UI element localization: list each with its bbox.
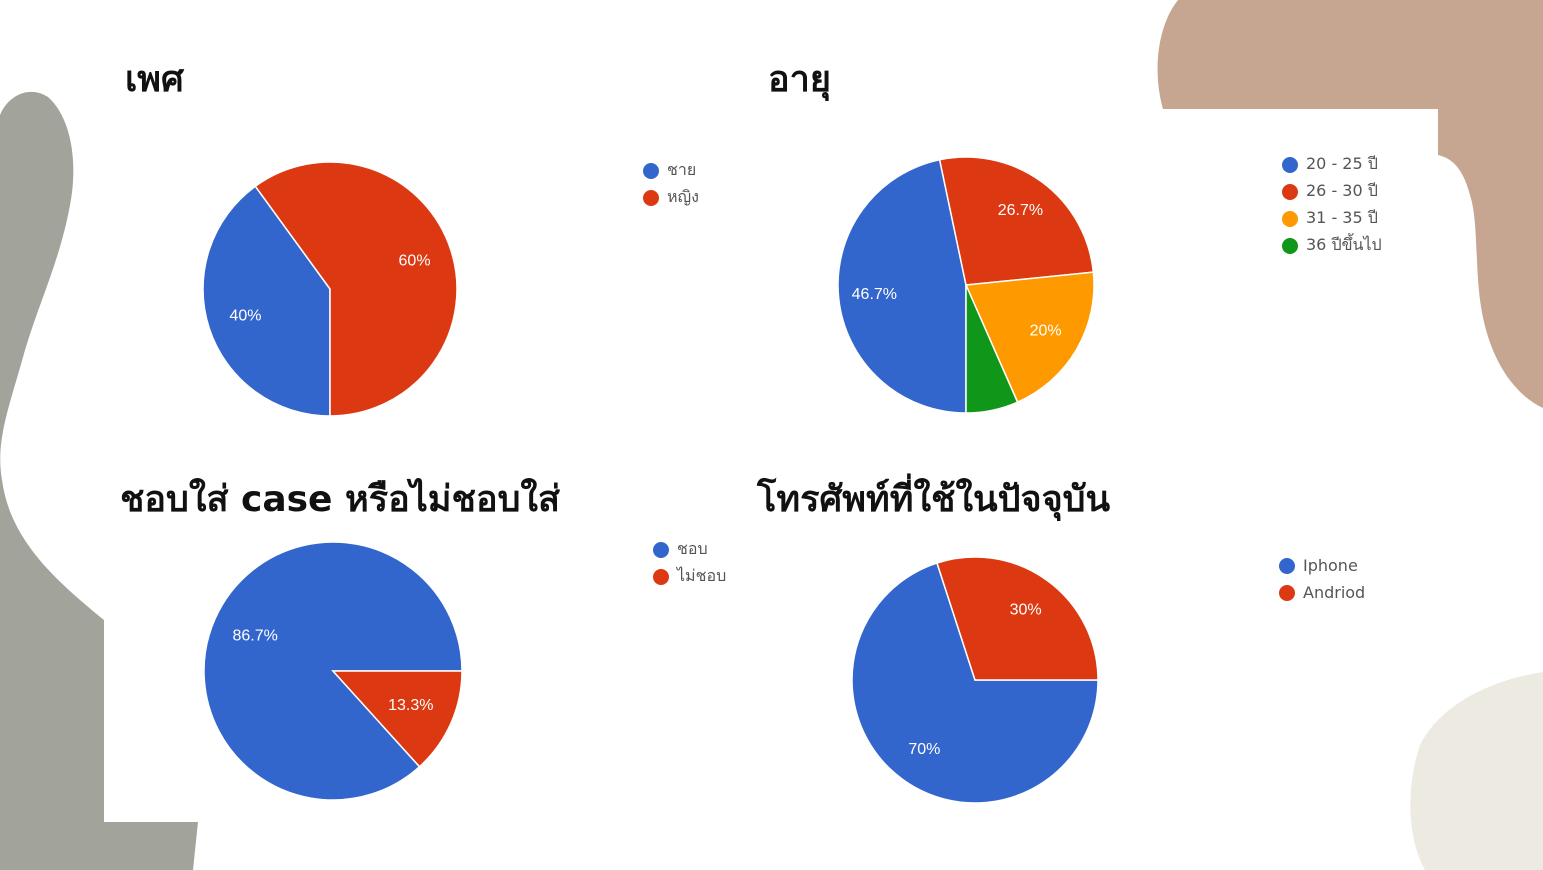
legend-label: 26 - 30 ปี bbox=[1306, 181, 1378, 200]
legend-item: ชอบ bbox=[653, 536, 726, 563]
legend-item: 20 - 25 ปี bbox=[1282, 151, 1382, 178]
pie-slice-31-35 bbox=[964, 271, 1095, 404]
chart-title-age: อายุ bbox=[768, 59, 831, 100]
legend-age: 20 - 25 ปี 26 - 30 ปี 31 - 35 ปี 36 ปีขึ้นไ… bbox=[1282, 151, 1382, 259]
pie-chart-age: 46.7% 26.7% 20% bbox=[837, 156, 1095, 414]
legend-item: Andriod bbox=[1279, 579, 1365, 606]
legend-current-phone: Iphone Andriod bbox=[1279, 552, 1365, 606]
legend-swatch-icon bbox=[653, 541, 669, 558]
slice-label-slice-0: 86.7% bbox=[232, 628, 277, 645]
legend-swatch-icon bbox=[1282, 183, 1298, 200]
pie-chart-gender: 40% 60% bbox=[202, 161, 458, 417]
legend-item: 31 - 35 ปี bbox=[1282, 205, 1382, 232]
legend-swatch-icon bbox=[643, 189, 659, 206]
slice-label-slice-1: 60% bbox=[399, 253, 431, 270]
pie-slice-36 bbox=[965, 284, 1019, 414]
legend-swatch-icon bbox=[1282, 210, 1298, 227]
pie-chart-case-preference: 86.7% 13.3% bbox=[203, 541, 463, 801]
legend-label: Andriod bbox=[1303, 583, 1366, 602]
legend-case-preference: ชอบไม่ชอบ bbox=[653, 536, 726, 590]
legend-label: หญิง bbox=[667, 187, 699, 206]
pie-slice-20-25 bbox=[837, 158, 967, 414]
chart-title-case-preference: ชอบใส่ case หรือไม่ชอบใส่ bbox=[120, 479, 560, 520]
slice-label-slice-1: 13.3% bbox=[388, 697, 433, 714]
slice-label-20-25: 46.7% bbox=[852, 286, 897, 303]
legend-item: หญิง bbox=[643, 184, 699, 211]
pie-slice-slice-1 bbox=[331, 670, 463, 768]
pie-slice-iphone bbox=[851, 562, 1099, 804]
legend-label: ชอบ bbox=[677, 539, 708, 558]
legend-label: Iphone bbox=[1303, 556, 1358, 575]
pie-slice-andriod bbox=[936, 556, 1099, 681]
legend-swatch-icon bbox=[1279, 557, 1295, 574]
slice-label-slice-0: 40% bbox=[229, 308, 261, 325]
pie-slice-26-30 bbox=[938, 156, 1095, 286]
legend-swatch-icon bbox=[653, 568, 669, 585]
legend-label: 36 ปีขึ้นไป bbox=[1306, 235, 1382, 254]
cream-blob-shape bbox=[1410, 672, 1543, 870]
legend-item: Iphone bbox=[1279, 552, 1365, 579]
legend-label: ชาย bbox=[667, 160, 697, 179]
pie-slice-slice-0 bbox=[202, 185, 331, 417]
legend-item: ไม่ชอบ bbox=[653, 563, 726, 590]
legend-swatch-icon bbox=[1282, 156, 1298, 173]
legend-swatch-icon bbox=[643, 162, 659, 179]
legend-label: 20 - 25 ปี bbox=[1306, 154, 1378, 173]
legend-swatch-icon bbox=[1279, 584, 1295, 601]
legend-gender: ชายหญิง bbox=[643, 157, 699, 211]
legend-item: ชาย bbox=[643, 157, 699, 184]
slice-label-26-30: 26.7% bbox=[998, 202, 1043, 219]
chart-title-gender: เพศ bbox=[125, 59, 184, 100]
gray-blob-shape bbox=[0, 91, 198, 870]
pie-chart-current-phone: 70% 30% bbox=[851, 556, 1099, 804]
pie-slice-slice-1 bbox=[254, 161, 458, 417]
chart-title-current-phone: โทรศัพท์ที่ใช้ในปัจจุบัน bbox=[757, 479, 1111, 520]
legend-item: 26 - 30 ปี bbox=[1282, 178, 1382, 205]
slice-label-iphone: 70% bbox=[908, 741, 940, 758]
slice-label-andriod: 30% bbox=[1010, 602, 1042, 619]
tan-blob-shape bbox=[1157, 0, 1543, 408]
slice-label-31-35: 20% bbox=[1030, 323, 1062, 340]
legend-swatch-icon bbox=[1282, 237, 1298, 254]
legend-item: 36 ปีขึ้นไป bbox=[1282, 232, 1382, 259]
legend-label: 31 - 35 ปี bbox=[1306, 208, 1378, 227]
legend-label: ไม่ชอบ bbox=[677, 566, 727, 585]
